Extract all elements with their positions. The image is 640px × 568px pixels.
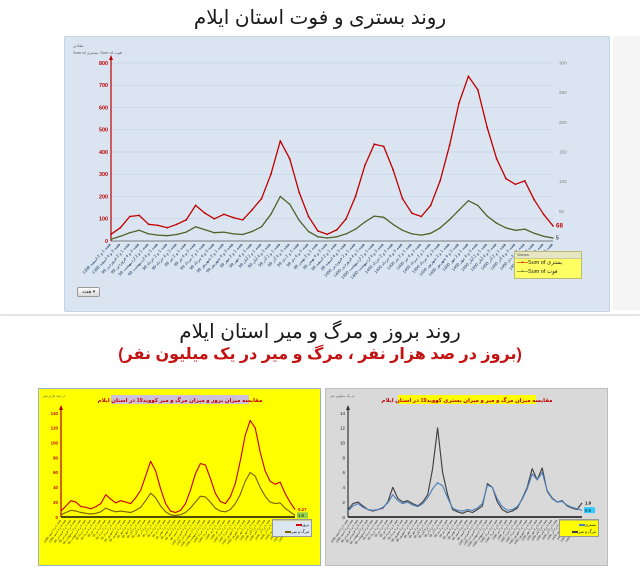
incidence-mortality-chart-panel: در صد هزار نفر مقایسه میزان بروز و میزان…: [38, 388, 321, 566]
incidence-mortality-line-chart: در صد هزار نفر مقایسه میزان بروز و میزان…: [42, 394, 308, 548]
svg-text:10: 10: [340, 441, 345, 446]
legend-line-marker: —•—: [517, 260, 528, 266]
chart-title-highlight: [398, 395, 536, 404]
svg-text:0: 0: [343, 515, 346, 520]
svg-text:68: 68: [556, 222, 563, 229]
legend-item-admission: بستری: [562, 521, 596, 528]
svg-text:700: 700: [99, 83, 108, 89]
section-divider: [0, 314, 640, 316]
legend-line-marker: [295, 523, 302, 526]
svg-text:0.9: 0.9: [585, 508, 591, 513]
mortality-admission-chart-panel: در یک میلیون نفر مقایسه میزان مرگ و میر …: [325, 388, 608, 566]
chart-legend[interactable]: Values —•—Sum of بستری —•—Sum of فوت: [514, 251, 582, 279]
svg-text:0: 0: [56, 515, 59, 520]
page-subtitle-units: (بروز در صد هزار نفر ، مرگ و میر در یک م…: [118, 346, 522, 363]
svg-text:500: 500: [99, 128, 108, 134]
svg-text:800: 800: [99, 61, 108, 67]
page-title-incidence-mortality: روند بروز و مرگ و میر استان ایلام: [179, 321, 461, 343]
svg-text:2: 2: [343, 500, 346, 505]
svg-text:20: 20: [53, 500, 58, 505]
svg-text:8: 8: [343, 455, 346, 460]
svg-text:80: 80: [53, 455, 58, 460]
legend-line-marker: [285, 531, 292, 534]
pivot-values-label: مقادیر: [72, 43, 84, 48]
svg-text:400: 400: [99, 150, 108, 156]
svg-text:150: 150: [559, 150, 567, 155]
svg-text:5: 5: [556, 236, 559, 242]
chart-title: مقایسه میزان بروز و میزان مرگ و میر کووی…: [98, 396, 263, 404]
legend-item-mortality: مرگ و میر: [275, 528, 309, 535]
svg-text:50: 50: [559, 209, 565, 214]
svg-text:1.9: 1.9: [585, 500, 592, 505]
legend-item-hospitalized: —•—Sum of بستری: [517, 260, 563, 266]
svg-text:1.8: 1.8: [298, 513, 304, 518]
svg-text:300: 300: [99, 172, 108, 178]
legend-header-strip: [273, 520, 311, 521]
legend-item-mortality: مرگ و میر: [562, 528, 596, 535]
svg-text:14: 14: [340, 411, 345, 416]
chart-title-highlight: [111, 395, 249, 404]
legend-item-incidence: بروز: [275, 521, 309, 528]
mortality-admission-line-chart: در یک میلیون نفر مقایسه میزان مرگ و میر …: [329, 394, 595, 548]
legend-line-marker: [572, 531, 579, 534]
chart-legend[interactable]: بستری مرگ و میر: [559, 519, 599, 538]
svg-text:4: 4: [343, 485, 346, 490]
svg-text:0.27: 0.27: [298, 507, 307, 512]
svg-text:6: 6: [343, 470, 346, 475]
svg-text:200: 200: [99, 194, 108, 200]
svg-text:60: 60: [53, 470, 58, 475]
legend-line-marker: [578, 523, 585, 526]
legend-line-marker: —•—: [517, 269, 528, 276]
legend-item-deaths: —•—Sum of فوت: [517, 269, 558, 276]
svg-text:100: 100: [99, 217, 108, 223]
axis-unit-note: در یک میلیون نفر: [329, 394, 355, 398]
legend-header: Values: [515, 252, 581, 259]
hospitalization-death-chart-panel: مقادیر Sum of بستری, Sum of فوت 0 100 200 3…: [64, 36, 610, 312]
svg-text:100: 100: [51, 441, 59, 446]
svg-text:40: 40: [53, 485, 58, 490]
axis-unit-note: در صد هزار نفر: [42, 394, 66, 398]
chart-legend[interactable]: بروز مرگ و میر: [272, 519, 312, 538]
pivot-fields-label: Sum of بستری, Sum of فوت: [73, 50, 122, 55]
svg-text:200: 200: [559, 120, 567, 125]
svg-text:140: 140: [51, 411, 59, 416]
svg-text:250: 250: [559, 90, 567, 95]
svg-text:120: 120: [51, 426, 59, 431]
svg-text:12: 12: [340, 426, 345, 431]
chart-title: مقایسه میزان مرگ و میر و میزان بستری کوو…: [381, 396, 552, 404]
svg-text:600: 600: [99, 105, 108, 111]
right-margin-strip: [613, 36, 640, 310]
svg-text:300: 300: [559, 61, 567, 66]
svg-text:0: 0: [105, 239, 108, 245]
page-title-hospitalization-death: روند بستری و فوت استان ایلام: [193, 7, 447, 29]
svg-text:100: 100: [559, 179, 567, 184]
week-field-button[interactable]: هفته ▾: [77, 287, 101, 297]
legend-header-strip: [560, 520, 598, 521]
